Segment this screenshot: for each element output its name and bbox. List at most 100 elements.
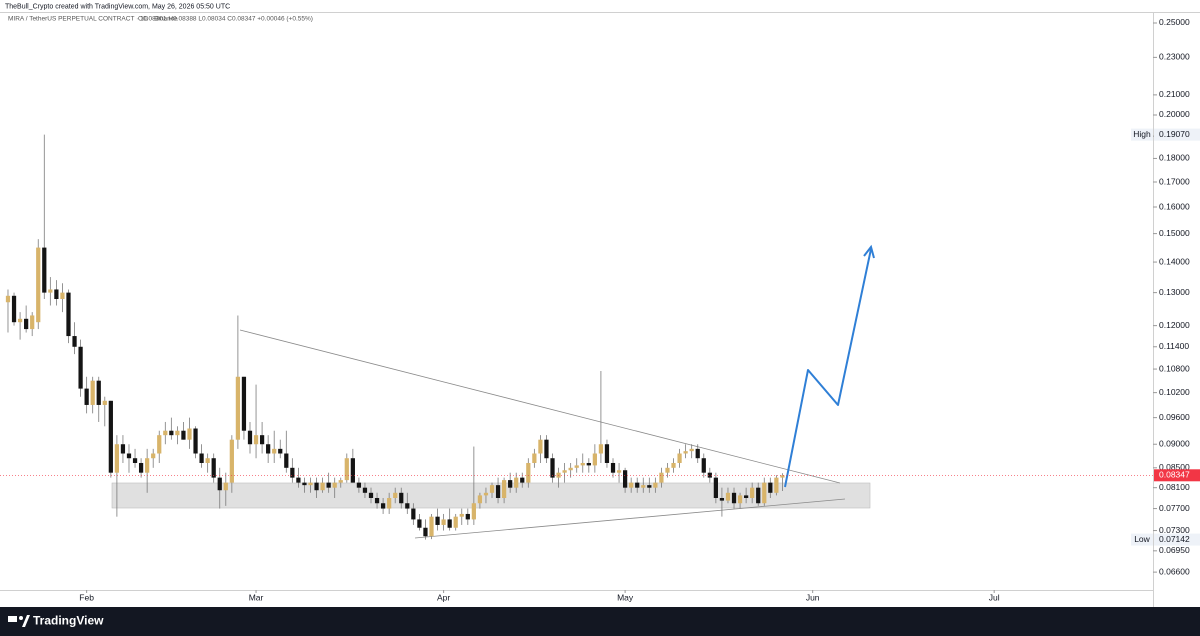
- candle-body: [48, 289, 53, 293]
- candle-body: [671, 462, 676, 468]
- y-tick-label: 0.13000: [1159, 287, 1190, 297]
- y-tick-label: 0.21000: [1159, 89, 1190, 99]
- candle-body: [66, 292, 71, 337]
- candle-body: [610, 462, 616, 473]
- candle-body: [120, 444, 126, 454]
- logo-mark: [19, 616, 23, 620]
- candle-body: [259, 435, 265, 445]
- y-tick-label: 0.11400: [1159, 341, 1189, 351]
- candle-body: [296, 477, 301, 483]
- candle-body: [653, 482, 658, 488]
- x-tick-label: Jun: [806, 592, 820, 602]
- logo: TradingView: [8, 614, 104, 628]
- candle-body: [780, 475, 785, 478]
- y-tick-label: 0.25000: [1159, 17, 1190, 27]
- candle-body: [132, 458, 138, 463]
- candle-body: [495, 485, 501, 498]
- candle-body: [598, 444, 604, 454]
- price-label: 0.08347: [1159, 470, 1190, 480]
- y-tick-label: 0.08500: [1159, 462, 1190, 472]
- candle-body: [30, 315, 35, 330]
- candle-body: [217, 477, 222, 491]
- candle-body: [550, 458, 555, 478]
- candle-body: [641, 485, 646, 488]
- candle-body: [538, 439, 543, 454]
- candle-body: [278, 448, 283, 454]
- candle-body: [344, 458, 349, 481]
- price-label: 0.19070: [1159, 129, 1190, 139]
- candle-body: [338, 480, 343, 483]
- candle-body: [405, 503, 410, 509]
- axes: 0.250000.230000.210000.200000.190000.180…: [0, 17, 1200, 602]
- candle-body: [526, 462, 531, 483]
- candle-body: [756, 487, 761, 504]
- x-tick-label: Feb: [79, 592, 94, 602]
- candle-body: [441, 519, 446, 525]
- candle-body: [11, 295, 17, 323]
- y-tick-label: 0.10800: [1159, 363, 1190, 373]
- candle-body: [616, 470, 622, 473]
- candle-body: [114, 444, 120, 473]
- candle-body: [362, 487, 368, 493]
- candle-body: [701, 458, 706, 473]
- candle-body: [24, 318, 29, 330]
- candle-body: [501, 480, 507, 498]
- candle-body: [175, 430, 180, 436]
- arrow-head: [863, 244, 875, 259]
- candle-body: [90, 380, 95, 405]
- created-by: TheBull_Crypto created with TradingView.…: [5, 3, 230, 10]
- candle-body: [284, 453, 289, 468]
- ohlc-legend: O0.08301 H0.08388 L0.08034 C0.08347 +0.0…: [138, 16, 313, 23]
- candle-body: [229, 439, 234, 483]
- candle-body: [235, 376, 241, 440]
- candle-body: [665, 467, 670, 473]
- brand: TradingView: [33, 614, 104, 628]
- symbol-title: MIRA / TetherUS PERPETUAL CONTRACT · 1D …: [8, 16, 178, 23]
- candle-body: [604, 444, 610, 463]
- candle-body: [145, 458, 150, 473]
- y-tick-label: 0.07700: [1159, 503, 1190, 513]
- candle-body: [459, 513, 464, 517]
- candle-body: [465, 513, 470, 520]
- logo-mark: [22, 615, 30, 627]
- candle-body: [326, 482, 331, 488]
- candle-body: [223, 482, 228, 491]
- candle-body: [647, 485, 652, 488]
- candle-body: [768, 482, 773, 493]
- candle-body: [544, 439, 549, 459]
- candle-body: [350, 458, 355, 483]
- candle-body: [332, 482, 337, 488]
- candle-body: [368, 492, 374, 498]
- y-tick-label: 0.10200: [1159, 387, 1190, 397]
- candle-body: [568, 467, 573, 471]
- price-label-name-box: [1131, 128, 1153, 141]
- candles: [5, 134, 785, 540]
- candle-body: [762, 482, 767, 504]
- candle-body: [151, 453, 156, 459]
- y-tick-label: 0.08100: [1159, 482, 1190, 492]
- candle-body: [713, 477, 718, 498]
- lower-trendline: [414, 498, 846, 539]
- candle-body: [423, 527, 428, 537]
- y-tick-label: 0.17000: [1159, 176, 1190, 186]
- candle-body: [157, 435, 162, 454]
- candle-body: [84, 388, 89, 405]
- x-tick-label: Jul: [989, 592, 1000, 602]
- candle-body: [695, 448, 700, 459]
- candle-body: [163, 430, 168, 436]
- price-label-name-box: [1131, 533, 1153, 546]
- candle-body: [308, 482, 313, 486]
- candle-body: [199, 453, 204, 463]
- candle-body: [387, 497, 392, 509]
- candle-body: [453, 516, 458, 528]
- candle-body: [272, 448, 277, 454]
- upper-trendline: [239, 329, 841, 484]
- y-tick-label: 0.16000: [1159, 201, 1190, 211]
- candle-body: [417, 519, 422, 528]
- candle-body: [211, 458, 216, 478]
- candle-body: [677, 453, 682, 463]
- candle-body: [5, 295, 11, 303]
- price-label-box: [1154, 469, 1200, 482]
